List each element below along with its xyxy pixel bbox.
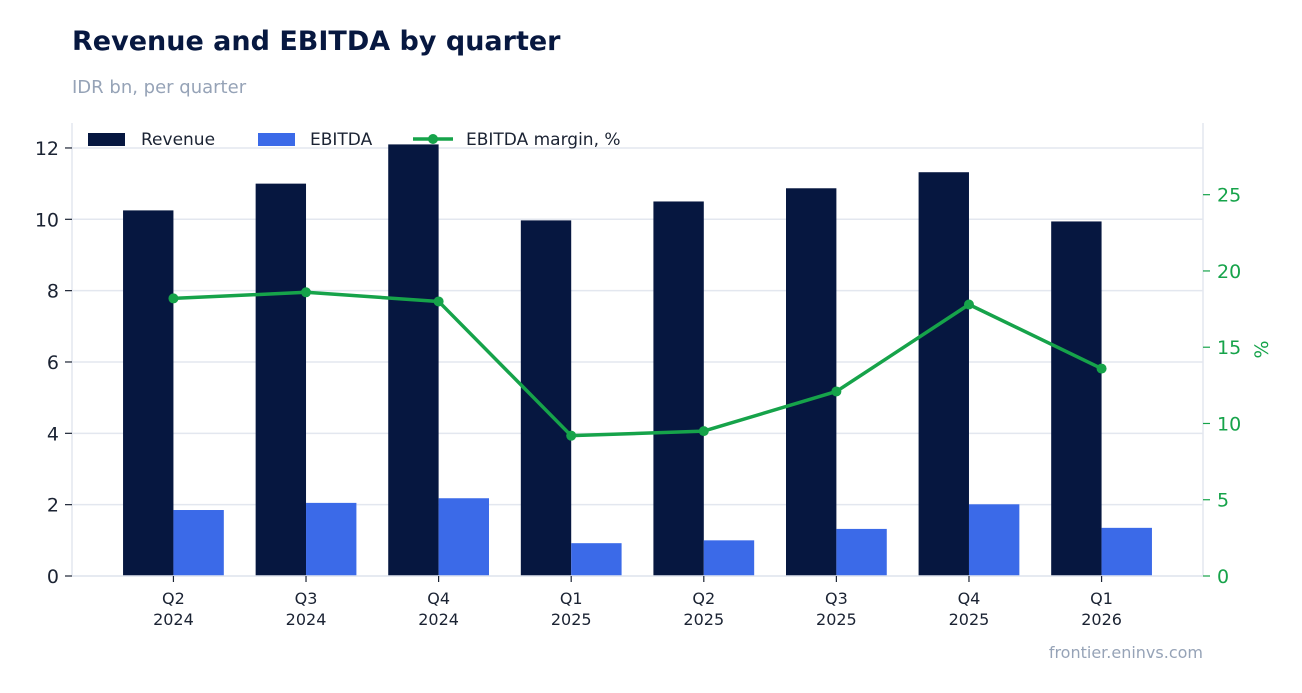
revenue-bar bbox=[786, 188, 837, 577]
chart-title: Revenue and EBITDA by quarter bbox=[72, 26, 561, 57]
margin-point bbox=[831, 386, 842, 397]
margin-point bbox=[963, 299, 974, 310]
right-tick-label: 0 bbox=[1217, 566, 1229, 588]
right-tick-label: 20 bbox=[1217, 261, 1241, 283]
legend-marker-margin bbox=[428, 134, 438, 144]
source-label: frontier.eninvs.com bbox=[1048, 643, 1203, 662]
x-tick-label-year: 2025 bbox=[683, 610, 724, 629]
x-tick-label-quarter: Q3 bbox=[825, 589, 848, 608]
x-tick-label-year: 2025 bbox=[949, 610, 990, 629]
legend-label-revenue: Revenue bbox=[141, 130, 215, 150]
revenue-bar bbox=[1051, 221, 1102, 576]
ebitda-bar bbox=[173, 510, 224, 576]
right-tick-label: 5 bbox=[1217, 490, 1229, 512]
margin-series-line bbox=[173, 290, 1103, 438]
left-tick-label: 12 bbox=[35, 138, 59, 160]
revenue-bar bbox=[918, 172, 969, 576]
x-tick-label-quarter: Q3 bbox=[295, 589, 318, 608]
margin-point bbox=[566, 430, 577, 441]
x-tick-label-quarter: Q1 bbox=[560, 589, 583, 608]
margin-point bbox=[698, 426, 709, 437]
ebitda-bar bbox=[968, 504, 1020, 576]
chart-subtitle: IDR bn, per quarter bbox=[72, 77, 247, 98]
x-tick-label-quarter: Q2 bbox=[162, 589, 185, 608]
right-tick-label: 25 bbox=[1217, 185, 1241, 207]
ebitda-bar bbox=[1101, 527, 1152, 576]
margin-point bbox=[433, 296, 444, 307]
x-tick-label-year: 2025 bbox=[551, 610, 592, 629]
left-tick-label: 6 bbox=[47, 352, 59, 374]
x-tick-label-quarter: Q4 bbox=[958, 589, 981, 608]
axes: 0246810120510152025%Q22024Q32024Q42024Q1… bbox=[35, 123, 1273, 629]
right-axis-label: % bbox=[1251, 340, 1273, 358]
x-tick-label-year: 2024 bbox=[418, 610, 459, 629]
revenue-bar bbox=[520, 220, 572, 576]
legend-swatch-revenue bbox=[88, 133, 125, 146]
x-tick-label-quarter: Q1 bbox=[1090, 589, 1113, 608]
revenue-bar bbox=[123, 210, 174, 576]
margin-line bbox=[168, 287, 1107, 441]
legend-label-ebitda: EBITDA bbox=[310, 130, 373, 150]
margin-point bbox=[301, 287, 312, 298]
x-tick-label-quarter: Q4 bbox=[427, 589, 450, 608]
x-tick-label-year: 2026 bbox=[1081, 610, 1122, 629]
ebitda-bar bbox=[571, 543, 622, 576]
margin-point bbox=[168, 293, 179, 304]
left-tick-label: 8 bbox=[47, 281, 59, 303]
right-tick-label: 10 bbox=[1217, 413, 1241, 435]
x-tick-label-quarter: Q2 bbox=[692, 589, 715, 608]
x-tick-label-year: 2024 bbox=[153, 610, 194, 629]
left-tick-label: 4 bbox=[47, 423, 59, 445]
legend: Revenue EBITDA EBITDA margin, % bbox=[88, 130, 621, 150]
x-tick-label-year: 2024 bbox=[286, 610, 327, 629]
margin-point bbox=[1096, 363, 1107, 374]
revenue-bar bbox=[653, 201, 704, 576]
left-tick-label: 0 bbox=[47, 566, 59, 588]
grid-lines bbox=[72, 147, 1203, 577]
ebitda-bar bbox=[438, 498, 489, 576]
revenue-bar bbox=[388, 144, 439, 576]
bars bbox=[123, 144, 1152, 577]
x-tick-label-year: 2025 bbox=[816, 610, 857, 629]
right-tick-label: 15 bbox=[1217, 337, 1241, 359]
ebitda-bar bbox=[703, 540, 755, 576]
ebitda-bar bbox=[306, 502, 357, 576]
legend-label-margin: EBITDA margin, % bbox=[466, 130, 621, 150]
left-tick-label: 2 bbox=[47, 495, 59, 517]
revenue-bar bbox=[255, 183, 307, 576]
left-tick-label: 10 bbox=[35, 209, 59, 231]
ebitda-bar bbox=[836, 528, 887, 576]
legend-swatch-ebitda bbox=[258, 133, 295, 146]
